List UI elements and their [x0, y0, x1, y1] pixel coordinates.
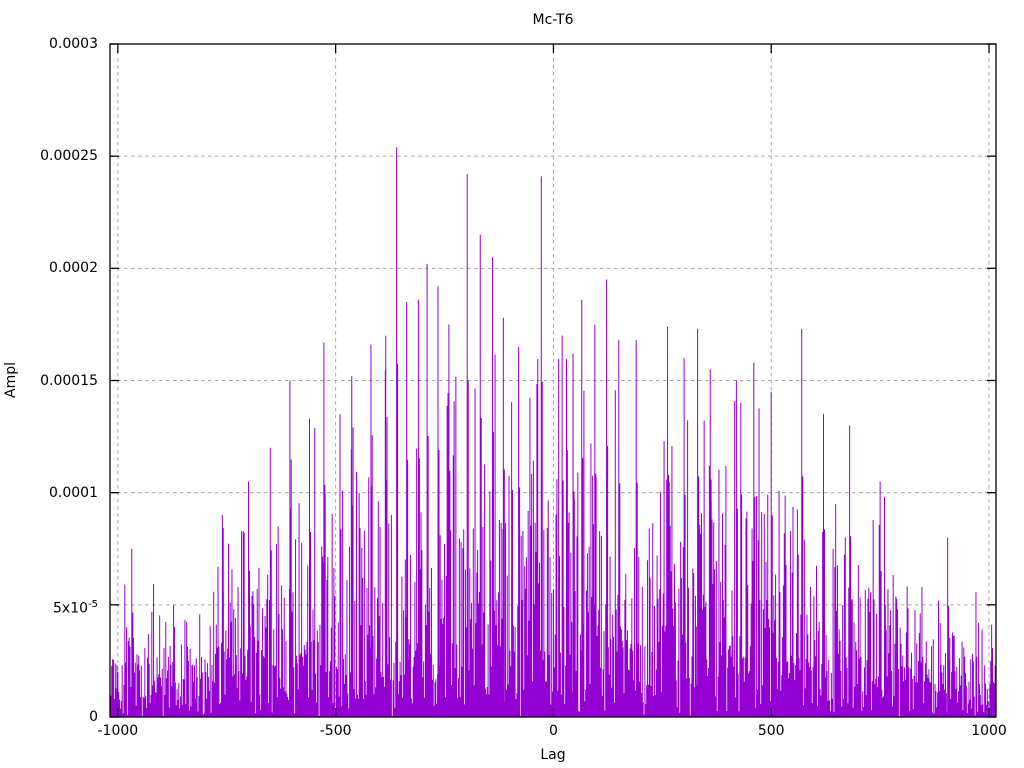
exponent: -5 — [88, 598, 98, 610]
y-tick-label: 0.0001 — [49, 484, 98, 501]
y-tick-label: 0 — [89, 709, 98, 725]
y-tick-label: 0.00015 — [40, 372, 98, 389]
y-tick-label: 0.00025 — [40, 148, 98, 165]
x-tick-label: 1000 — [971, 723, 1007, 739]
x-tick-label: -500 — [319, 723, 352, 739]
x-axis-label: Lag — [540, 747, 566, 763]
x-tick-label: -1000 — [97, 723, 139, 739]
y-tick-label: 0.0003 — [49, 36, 98, 52]
y-tick-label: 5x10-5 — [53, 598, 98, 617]
x-tick-label: 0 — [548, 723, 558, 739]
x-tick-label: 500 — [757, 723, 785, 739]
y-tick-label: 0.0002 — [49, 260, 98, 277]
chart-title: Mc-T6 — [532, 12, 574, 28]
